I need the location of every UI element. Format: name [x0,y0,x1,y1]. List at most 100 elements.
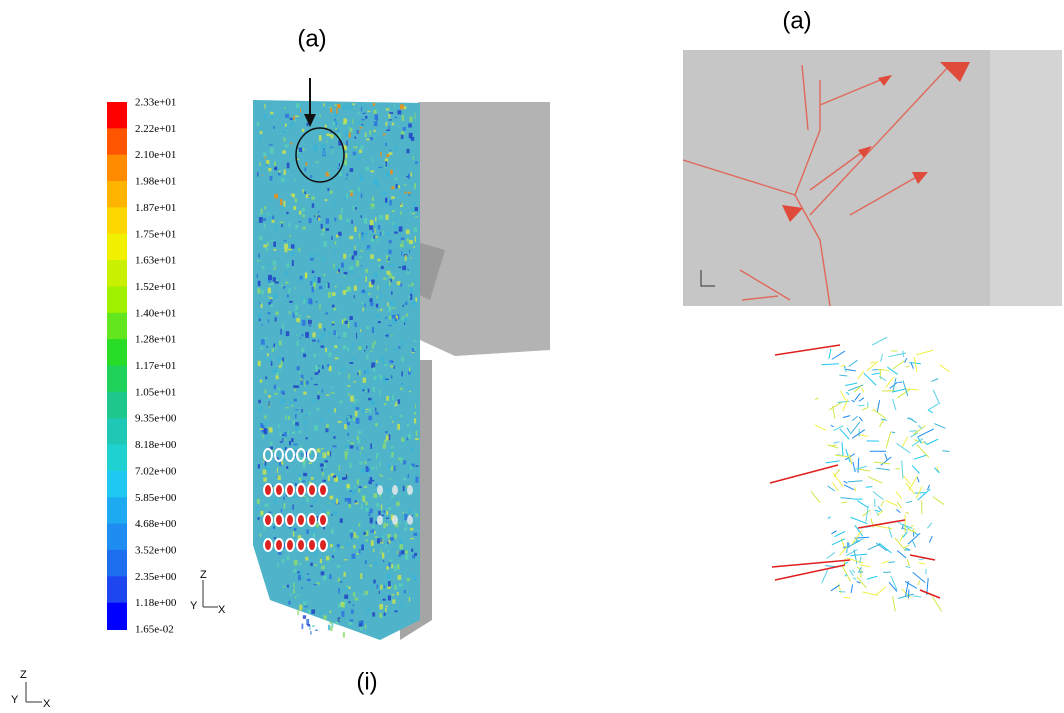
speck [271,370,274,374]
speck [346,218,350,222]
speck [271,348,275,352]
speck [306,122,309,127]
speck [282,438,284,442]
speck [300,380,303,385]
speck [393,224,397,229]
vector [912,540,916,548]
marker-label: (a) [297,25,326,52]
speck [385,161,387,167]
speck [372,229,375,233]
speck [373,129,376,133]
vector [874,525,893,530]
speck [325,218,330,224]
speck [376,503,380,508]
speck [260,303,263,309]
tube-hole [392,515,398,525]
speck [301,319,306,326]
speck [333,548,335,552]
speck [361,234,365,241]
speck [320,463,324,467]
speck [301,480,306,483]
speck [345,153,348,159]
speck [339,400,343,404]
vector [853,385,862,393]
speck [381,534,384,539]
speck [393,465,396,472]
speck [397,399,400,404]
speck [268,144,273,146]
speck [353,285,357,291]
speck [356,533,360,537]
speck [296,428,300,432]
speck [374,282,376,285]
speck [363,531,367,535]
speck [336,475,338,482]
speck [409,527,414,531]
speck [348,254,353,257]
speck [365,539,368,542]
speck [258,124,260,126]
speck [284,249,288,253]
speck [414,346,416,351]
speck [382,357,384,364]
tube-holes [263,448,413,552]
speck [264,503,269,508]
speck [344,455,348,460]
speck [377,320,381,324]
speck [391,452,394,457]
speck [336,498,339,505]
vector [858,397,865,402]
vector [877,510,884,516]
speck [388,562,391,567]
speck [257,288,261,294]
speck [372,342,374,349]
speck [366,607,370,612]
speck [403,460,407,465]
speck [312,278,316,284]
speck [376,184,380,187]
speck [308,462,312,464]
speck [346,192,349,199]
speck [295,422,299,427]
vector [904,388,919,391]
speck [320,232,325,236]
speck [394,584,397,590]
speck [392,348,397,351]
speck [390,465,394,471]
speck [300,378,303,383]
speck [286,415,288,419]
speck [297,574,301,581]
speck [311,529,315,533]
speck [315,523,319,528]
vector [850,553,868,557]
speck [394,104,396,109]
speck [295,450,297,452]
speck [391,495,394,498]
speck [393,365,395,369]
vector [876,467,890,471]
speck [364,303,366,308]
speck [266,345,268,348]
speck [354,402,356,404]
speck [270,299,273,303]
speck [399,283,403,287]
speck [288,288,291,294]
speck [323,510,326,513]
speck [369,137,373,141]
speck [257,313,262,319]
speck [404,554,409,560]
speck [374,536,379,538]
speck [347,393,350,396]
speck [272,486,275,489]
speck [375,456,377,459]
speck [277,357,282,362]
speck [263,218,267,221]
speck [370,170,375,173]
speck [401,317,404,321]
speck [268,393,270,396]
speck [351,255,355,260]
speck [364,590,368,595]
speck [385,198,388,203]
speck [348,601,351,604]
vector [851,415,859,422]
